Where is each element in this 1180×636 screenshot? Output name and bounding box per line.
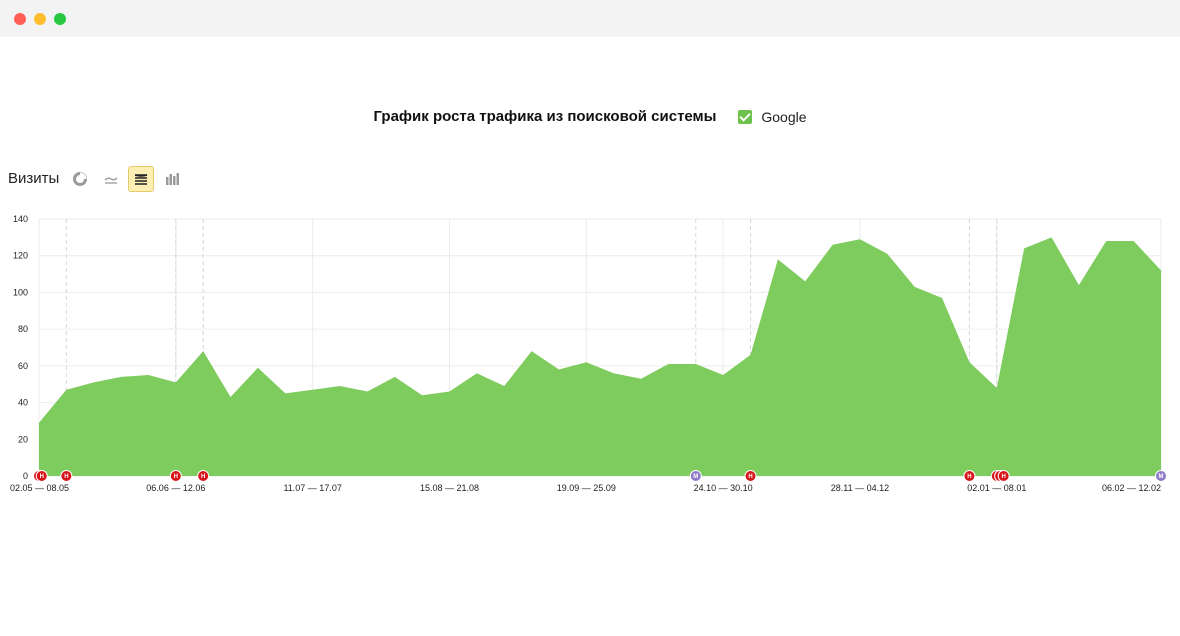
y-tick-label: 140 (13, 214, 28, 224)
marker-label: Н (64, 474, 68, 480)
y-tick-label: 100 (13, 287, 28, 297)
stacked-area-icon (134, 174, 148, 185)
event-marker-red[interactable]: Н (197, 470, 210, 482)
bar-chart-icon (166, 173, 179, 185)
marker-label: Н (967, 474, 971, 480)
event-marker-red[interactable]: Н (60, 470, 73, 482)
marker-dot (689, 470, 702, 482)
pie-chart-icon (73, 172, 87, 186)
marker-label: Н (748, 474, 752, 480)
minimize-window-button[interactable] (34, 13, 46, 25)
pie-chart-button[interactable] (67, 166, 93, 192)
marker-label: Н (174, 474, 178, 480)
window-titlebar (0, 0, 1180, 37)
x-tick-label: 11.07 — 17.07 (283, 483, 341, 493)
marker-dot (35, 470, 48, 482)
x-tick-label: 02.01 — 08.01 (967, 483, 1026, 493)
line-chart-button[interactable] (98, 166, 124, 192)
marker-label: М (693, 474, 698, 480)
series-area-google[interactable] (39, 237, 1161, 476)
y-tick-label: 0 (23, 471, 28, 481)
event-marker-purple[interactable]: М (1155, 470, 1167, 482)
event-marker-red[interactable]: Н (963, 470, 976, 482)
legend-label: Google (761, 109, 807, 126)
marker-label: Н (40, 474, 44, 480)
legend-item-google[interactable]: Google (738, 108, 807, 126)
marker-dot (1155, 470, 1167, 482)
chart-title: График роста трафика из поисковой систем… (373, 108, 717, 126)
x-tick-label: 06.06 — 12.06 (146, 483, 205, 493)
y-tick-label: 20 (18, 434, 28, 444)
zoom-window-button[interactable] (54, 13, 66, 25)
marker-dot (744, 470, 757, 482)
event-marker-purple[interactable]: М (689, 470, 702, 482)
stacked-area-button[interactable] (128, 166, 154, 192)
x-tick-label: 15.08 — 21.08 (420, 483, 479, 493)
marker-dot (169, 470, 182, 482)
event-lines (65, 219, 998, 476)
metric-label: Визиты (8, 170, 60, 187)
marker-dot (197, 470, 210, 482)
event-markers: НННННМНННННМ (33, 470, 1167, 482)
marker-dot (60, 470, 73, 482)
traffic-area-chart: 0 20 40 60 80 100 120 140 02.05 — 08.05 06.06 — … (10, 214, 1167, 493)
event-marker-red[interactable]: Н (744, 470, 757, 482)
checkbox-checked-icon[interactable] (738, 110, 753, 125)
x-tick-label: 24.10 — 30.10 (694, 483, 753, 493)
event-marker-red[interactable]: Н (169, 470, 182, 482)
x-tick-label: 06.02 — 12.02 (1102, 483, 1161, 493)
x-tick-label: 02.05 — 08.05 (10, 483, 69, 493)
y-axis: 0 20 40 60 80 100 120 140 (13, 214, 28, 481)
marker-label: Н (201, 474, 205, 480)
marker-label: Н (1001, 474, 1005, 480)
event-marker-red[interactable]: Н (997, 470, 1010, 482)
marker-dot (963, 470, 976, 482)
y-tick-label: 80 (18, 324, 28, 334)
y-tick-label: 40 (18, 398, 28, 408)
x-tick-label: 28.11 — 04.12 (831, 483, 889, 493)
marker-label: М (1159, 474, 1164, 480)
marker-dot (997, 470, 1010, 482)
y-tick-label: 60 (18, 361, 28, 371)
close-window-button[interactable] (14, 13, 26, 25)
bar-chart-button[interactable] (159, 166, 185, 192)
y-tick-label: 120 (13, 251, 28, 261)
line-chart-icon (104, 177, 118, 184)
chart-header: График роста трафика из поисковой систем… (0, 108, 1180, 125)
x-axis: 02.05 — 08.05 06.06 — 12.06 11.07 — 17.07 1… (10, 483, 1161, 493)
x-tick-label: 19.09 — 25.09 (557, 483, 616, 493)
event-marker-red[interactable]: Н (35, 470, 48, 482)
